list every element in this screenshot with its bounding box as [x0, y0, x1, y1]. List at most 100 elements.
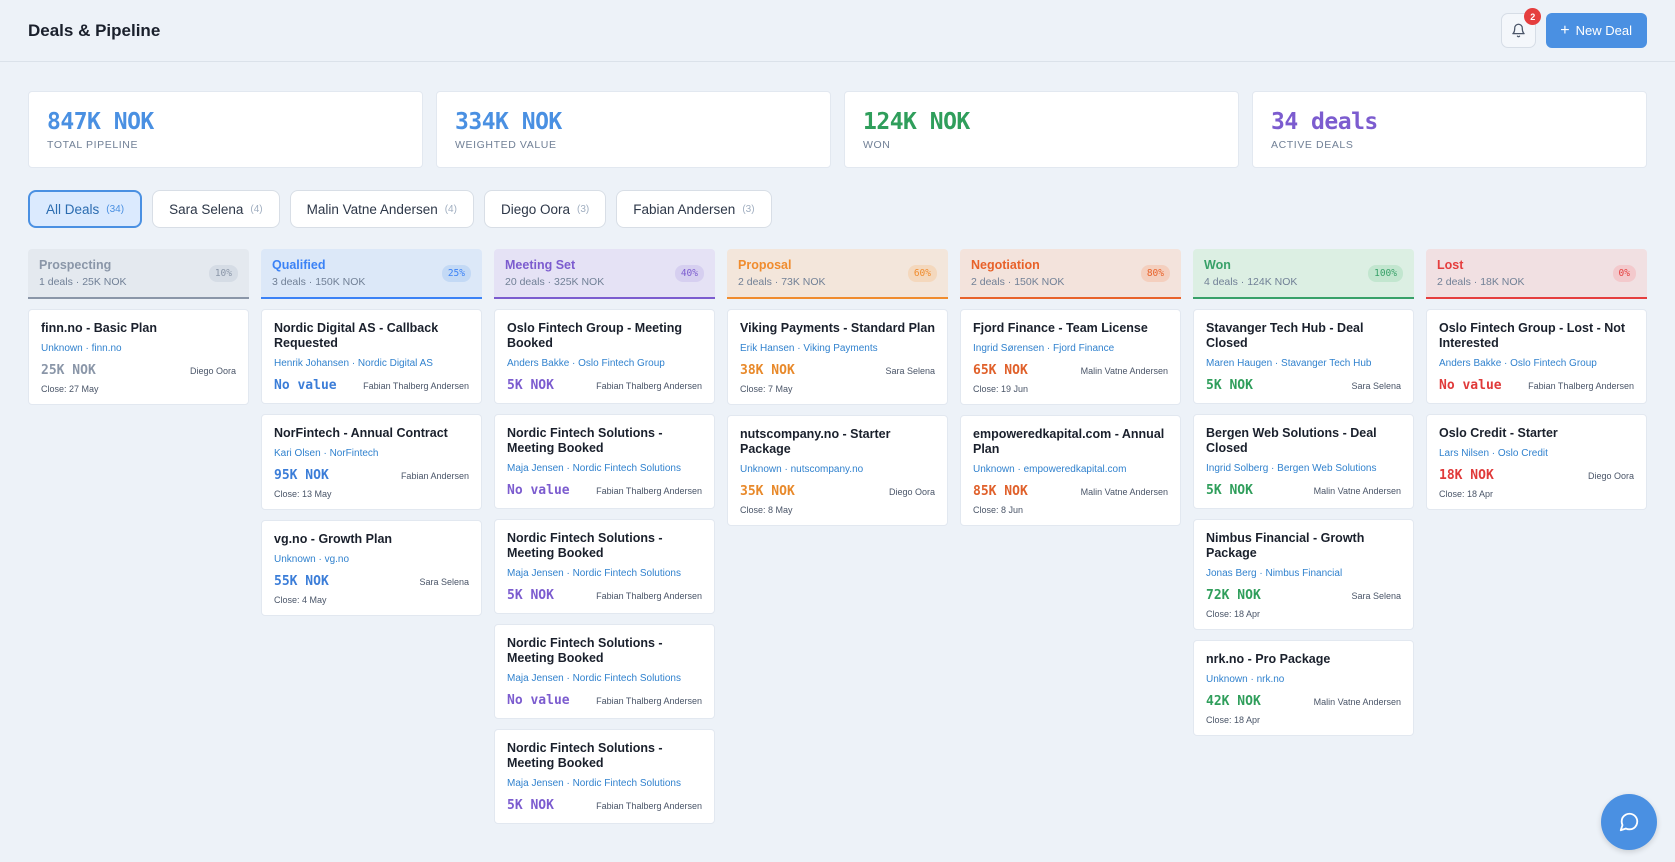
chat-button[interactable]: [1601, 794, 1657, 850]
new-deal-label: New Deal: [1575, 23, 1632, 38]
deal-value: No value: [507, 693, 570, 708]
filter-chip-count: (3): [742, 203, 755, 215]
stat-card: 124K NOK WON: [844, 91, 1239, 168]
deal-value-row: 5K NOK Fabian Thalberg Andersen: [507, 798, 702, 813]
column-title: Lost: [1437, 258, 1464, 272]
deal-card[interactable]: Nimbus Financial - Growth Package Jonas B…: [1193, 519, 1414, 630]
deal-title: Nordic Fintech Solutions - Meeting Booke…: [507, 426, 663, 455]
pipeline-board: Prospecting 1 deals · 25K NOK 10% finn.no -…: [0, 228, 1675, 824]
deal-value: 25K NOK: [41, 363, 96, 378]
column-title: Meeting Set: [505, 258, 576, 272]
deal-owner: Fabian Thalberg Andersen: [596, 485, 702, 496]
deal-contact-link[interactable]: Lars Nilsen · Oslo Credit: [1439, 448, 1548, 459]
deal-value: 85K NOK: [973, 484, 1028, 499]
deal-card[interactable]: nrk.no - Pro Package Unknown · nrk.no 42K …: [1193, 640, 1414, 736]
filter-chip-label: Diego Oora: [500, 201, 570, 217]
deal-card[interactable]: Nordic Fintech Solutions - Meeting Booke…: [494, 624, 715, 719]
filter-chip-label: Fabian Andersen: [633, 201, 736, 217]
deal-contact-link[interactable]: Maja Jensen · Nordic Fintech Solutions: [507, 568, 681, 579]
deal-owner: Sara Selena: [885, 365, 935, 376]
column-summary: 1 deals · 25K NOK: [39, 276, 127, 288]
deal-card[interactable]: Oslo Fintech Group - Meeting Booked Ander…: [494, 309, 715, 404]
deal-value-row: No value Fabian Thalberg Andersen: [1439, 378, 1634, 393]
stat-value: 124K NOK: [863, 109, 970, 135]
deal-card[interactable]: vg.no - Growth Plan Unknown · vg.no 55K NO…: [261, 520, 482, 616]
probability-badge: 10%: [208, 265, 238, 282]
notifications-button[interactable]: 2: [1501, 8, 1542, 48]
deal-contact-link[interactable]: Unknown · finn.no: [41, 343, 122, 354]
stat-value: 847K NOK: [47, 109, 154, 135]
deal-value: No value: [507, 483, 570, 498]
deal-close-date: Close: 27 May: [41, 384, 99, 394]
deal-card[interactable]: finn.no - Basic Plan Unknown · finn.no 25K…: [28, 309, 249, 405]
deal-contact-link[interactable]: Jonas Berg · Nimbus Financial: [1206, 568, 1343, 579]
deal-title: nrk.no - Pro Package: [1206, 652, 1331, 666]
pipeline-column: Won 4 deals · 124K NOK 100% Stavanger Tech …: [1193, 249, 1414, 824]
filter-chip-count: (3): [577, 203, 590, 215]
deal-card[interactable]: empoweredkapital.com - Annual Plan Unknow…: [960, 415, 1181, 526]
filter-chip[interactable]: Fabian Andersen (3): [616, 190, 772, 228]
deal-contact-link[interactable]: Anders Bakke · Oslo Fintech Group: [507, 358, 665, 369]
filter-chip[interactable]: All Deals (34): [28, 190, 143, 228]
deal-value: 42K NOK: [1206, 694, 1261, 709]
column-summary: 4 deals · 124K NOK: [1204, 276, 1298, 288]
deal-contact-link[interactable]: Maja Jensen · Nordic Fintech Solutions: [507, 778, 681, 789]
deal-owner: Fabian Thalberg Andersen: [596, 380, 702, 391]
column-header: Lost 2 deals · 18K NOK 0%: [1426, 249, 1647, 299]
deal-contact-link[interactable]: Unknown · nutscompany.no: [740, 464, 864, 475]
deal-contact-link[interactable]: Maja Jensen · Nordic Fintech Solutions: [507, 463, 681, 474]
pipeline-column: Meeting Set 20 deals · 325K NOK 40% Oslo Fi…: [494, 249, 715, 824]
deal-contact-link[interactable]: Unknown · empoweredkapital.com: [973, 464, 1127, 475]
filter-chip[interactable]: Diego Oora (3): [483, 190, 607, 228]
deal-close-date: Close: 18 Apr: [1206, 609, 1261, 619]
deal-contact-link[interactable]: Ingrid Solberg · Bergen Web Solutions: [1206, 463, 1377, 474]
deal-value: 18K NOK: [1439, 468, 1494, 483]
deal-card[interactable]: Nordic Digital AS - Callback Requested He…: [261, 309, 482, 404]
deal-owner: Fabian Andersen: [400, 470, 469, 481]
owner-filter-bar: All Deals (34) Sara Selena (4) Malin Vatne A…: [0, 168, 1675, 228]
filter-chip-count: (4): [250, 203, 263, 215]
pipeline-column: Proposal 2 deals · 73K NOK 60% Viking Payme…: [727, 249, 948, 824]
deal-card[interactable]: nutscompany.no - Starter Package Unknown …: [727, 415, 948, 526]
deal-owner: Malin Vatne Andersen: [1080, 486, 1168, 497]
deal-card[interactable]: Nordic Fintech Solutions - Meeting Booke…: [494, 729, 715, 824]
notification-badge: 2: [1524, 8, 1542, 25]
deal-contact-link[interactable]: Kari Olsen · NorFintech: [274, 448, 379, 459]
deal-contact-link[interactable]: Henrik Johansen · Nordic Digital AS: [274, 358, 433, 369]
deal-card[interactable]: Oslo Credit - Starter Lars Nilsen · Oslo …: [1426, 414, 1647, 510]
deal-card[interactable]: Bergen Web Solutions - Deal Closed Ingrid…: [1193, 414, 1414, 509]
deal-close-date: Close: 19 Jun: [973, 384, 1029, 394]
filter-chip-label: All Deals: [46, 201, 100, 217]
column-cards: Stavanger Tech Hub - Deal Closed Maren Ha…: [1193, 299, 1414, 736]
deal-value-row: 5K NOK Fabian Thalberg Andersen: [507, 378, 702, 393]
deal-contact-link[interactable]: Maren Haugen · Stavanger Tech Hub: [1206, 358, 1372, 369]
deal-value: 5K NOK: [507, 798, 554, 813]
deal-contact-link[interactable]: Erik Hansen · Viking Payments: [740, 343, 878, 354]
deal-contact-link[interactable]: Unknown · nrk.no: [1206, 674, 1285, 685]
top-bar: Deals & Pipeline 2 + New Deal: [0, 0, 1675, 62]
deal-title: empoweredkapital.com - Annual Plan: [973, 427, 1165, 456]
deal-contact-link[interactable]: Unknown · vg.no: [274, 554, 350, 565]
deal-value: 38K NOK: [740, 363, 795, 378]
deal-value: 95K NOK: [274, 468, 329, 483]
deal-contact-link[interactable]: Ingrid Sørensen · Fjord Finance: [973, 343, 1115, 354]
column-header: Prospecting 1 deals · 25K NOK 10%: [28, 249, 249, 299]
deal-owner: Malin Vatne Andersen: [1080, 365, 1168, 376]
deal-card[interactable]: Nordic Fintech Solutions - Meeting Booke…: [494, 519, 715, 614]
deal-card[interactable]: Oslo Fintech Group - Lost - Not Interest…: [1426, 309, 1647, 404]
deal-close-date: Close: 4 May: [274, 595, 327, 605]
deal-card[interactable]: Stavanger Tech Hub - Deal Closed Maren Ha…: [1193, 309, 1414, 404]
deal-card[interactable]: NorFintech - Annual Contract Kari Olsen ·…: [261, 414, 482, 510]
deal-card[interactable]: Viking Payments - Standard Plan Erik Hans…: [727, 309, 948, 405]
deal-card[interactable]: Nordic Fintech Solutions - Meeting Booke…: [494, 414, 715, 509]
new-deal-button[interactable]: + New Deal: [1546, 13, 1647, 48]
filter-chip[interactable]: Sara Selena (4): [152, 190, 280, 228]
deal-card[interactable]: Fjord Finance - Team License Ingrid Søren…: [960, 309, 1181, 405]
deal-contact-link[interactable]: Maja Jensen · Nordic Fintech Solutions: [507, 673, 681, 684]
filter-chip[interactable]: Malin Vatne Andersen (4): [289, 190, 474, 228]
column-header: Qualified 3 deals · 150K NOK 25%: [261, 249, 482, 299]
deal-value-row: 25K NOK Diego Oora: [41, 363, 236, 378]
deal-contact-link[interactable]: Anders Bakke · Oslo Fintech Group: [1439, 358, 1597, 369]
deal-title: NorFintech - Annual Contract: [274, 426, 448, 440]
probability-badge: 80%: [1140, 265, 1170, 282]
